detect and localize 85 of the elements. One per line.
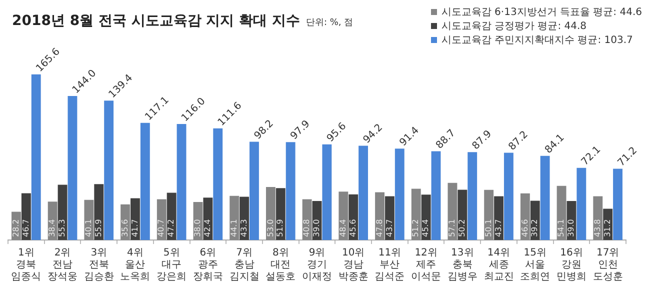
data-label: 42.4 [203, 219, 212, 237]
data-label: 43.3 [239, 219, 248, 237]
bar [140, 122, 150, 240]
bar [468, 152, 478, 240]
x-tick-label: 17위 인천 도성훈 [592, 248, 623, 283]
bar [484, 190, 494, 240]
x-tick-label: 14위 세종 최교진 [484, 248, 514, 283]
x-tick-label: 5위 대구 강은희 [156, 248, 187, 283]
data-label: 39.0 [566, 219, 576, 237]
data-label: 40.8 [302, 219, 312, 237]
data-label: 43.8 [592, 219, 602, 237]
bar [230, 196, 240, 240]
bar [266, 187, 276, 240]
legend-label: 시도교육감 긍정평가 평균: 44.8 [441, 21, 587, 32]
data-label: 47.8 [374, 219, 384, 237]
bar [431, 151, 441, 240]
legend-label: 시도교육감 6·13지방선거 득표율 평균: 44.6 [441, 7, 642, 18]
bar [322, 144, 332, 240]
data-label: 38.4 [48, 219, 57, 237]
x-tick-label: 3위 전북 김승환 [84, 248, 114, 283]
x-tick-label: 7위 충남 김지철 [229, 248, 260, 283]
x-tick-label: 16위 강원 민병희 [556, 248, 586, 283]
x-tick-label: 11위 부산 김석준 [374, 248, 405, 283]
data-label: 44.1 [229, 219, 238, 237]
chart-subtitle: 단위: %, 점 [306, 18, 354, 28]
data-label: 41.7 [130, 219, 140, 237]
data-label: 45.6 [348, 219, 358, 237]
data-label: 38.0 [193, 219, 202, 237]
data-label: 39.2 [530, 219, 540, 237]
bar [504, 152, 514, 240]
data-label: 46.7 [21, 219, 30, 237]
data-label: 48.4 [338, 219, 348, 237]
bar [375, 192, 384, 240]
bar [276, 188, 286, 240]
bar [250, 142, 259, 240]
chart-title: 2018년 8월 전국 시도교육감 지지 확대 지수 [12, 13, 300, 29]
data-label: 50.1 [484, 219, 493, 237]
bar [394, 148, 404, 240]
bar [68, 96, 78, 240]
data-label: 40.7 [156, 219, 166, 237]
x-tick-label: 4위 울산 노옥희 [120, 248, 150, 283]
x-tick-label: 13위 충북 김병우 [447, 248, 478, 283]
data-label: 31.2 [602, 219, 612, 237]
bar [613, 168, 622, 240]
bar [358, 146, 368, 240]
bar [213, 128, 223, 240]
data-label: 35.6 [120, 219, 130, 237]
bar [576, 168, 586, 240]
data-label: 55.3 [58, 219, 67, 237]
x-tick-label: 2위 전남 장석웅 [48, 248, 78, 283]
data-label: 45.4 [421, 219, 430, 237]
data-label: 53.0 [266, 219, 275, 237]
data-label: 28.2 [11, 219, 20, 237]
data-label: 43.7 [384, 219, 394, 237]
bar [176, 124, 186, 240]
bar [540, 156, 550, 240]
data-label: 39.0 [312, 219, 322, 237]
data-label: 57.1 [448, 219, 457, 237]
data-label: 43.7 [494, 219, 503, 237]
data-label: 51.2 [411, 219, 420, 237]
bar [421, 194, 431, 240]
bar [458, 190, 468, 240]
bar [411, 188, 421, 240]
legend-label: 시도교육감 주민지지확대지수 평균: 103.7 [441, 35, 633, 46]
bar [286, 142, 296, 240]
data-label: 50.2 [457, 219, 466, 237]
x-tick-label: 10위 경남 박종훈 [338, 248, 368, 283]
x-tick-label: 1위 경북 임종식 [11, 248, 42, 283]
bar [130, 198, 140, 240]
bar [556, 186, 566, 240]
data-label: 54.1 [556, 219, 566, 237]
bar [104, 100, 114, 240]
x-tick-label: 15위 서울 조희연 [520, 248, 550, 283]
data-label: 47.2 [166, 219, 176, 237]
x-tick-label: 8위 대전 설동호 [266, 248, 296, 283]
bar [166, 192, 176, 240]
data-label: 46.6 [520, 219, 530, 237]
bar [94, 184, 104, 240]
data-label: 51.9 [276, 219, 285, 237]
data-label: 40.1 [84, 219, 94, 237]
data-label: 55.9 [94, 219, 103, 237]
bar [31, 74, 41, 240]
x-tick-label: 12위 제주 이석문 [411, 248, 442, 283]
x-tick-label: 6위 광주 장휘국 [192, 248, 223, 283]
x-tick-label: 9위 경기 이재정 [302, 248, 332, 283]
